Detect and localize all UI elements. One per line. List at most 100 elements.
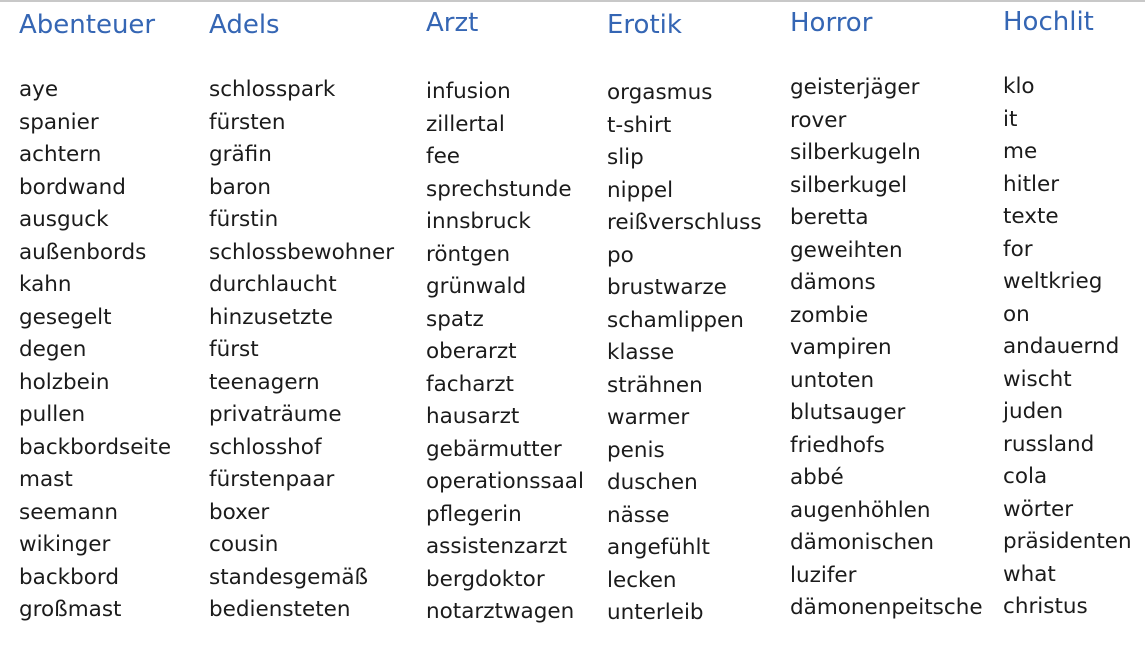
- word-item: innsbruck: [426, 209, 531, 234]
- word-item: it: [1003, 106, 1018, 132]
- word-item: friedhofs: [790, 432, 885, 458]
- word-item: bediensteten: [209, 597, 351, 622]
- word-item: backbord: [19, 564, 120, 590]
- column-heading: Arzt: [426, 8, 479, 38]
- word-item: vampiren: [790, 335, 892, 360]
- word-list: aye spanier achtern bordwand ausguck außenbor…: [19, 74, 171, 627]
- word-item: achtern: [19, 142, 102, 167]
- word-item: what: [1003, 561, 1056, 587]
- word-item: untoten: [790, 367, 875, 393]
- word-item: zombie: [790, 302, 869, 328]
- top-border: [0, 0, 1145, 2]
- word-item: holzbein: [19, 369, 110, 395]
- word-item: außenbords: [19, 239, 147, 265]
- word-item: gesegelt: [19, 304, 112, 330]
- word-item: kahn: [19, 272, 72, 297]
- word-item: schamlippen: [607, 307, 744, 333]
- word-item: nippel: [607, 177, 674, 203]
- column-heading: Adels: [209, 10, 280, 40]
- word-item: strähnen: [607, 372, 703, 398]
- word-item: fürstin: [209, 207, 279, 232]
- word-item: silberkugel: [790, 172, 908, 198]
- word-item: facharzt: [426, 371, 514, 397]
- word-item: spanier: [19, 109, 99, 135]
- word-item: pullen: [19, 402, 86, 427]
- word-item: on: [1003, 301, 1030, 327]
- word-item: privaträume: [209, 402, 342, 427]
- word-item: fee: [426, 144, 461, 169]
- word-item: fürsten: [209, 109, 286, 135]
- word-item: geweihten: [790, 237, 903, 263]
- word-item: hausarzt: [426, 404, 520, 429]
- word-item: abbé: [790, 465, 844, 490]
- word-item: blutsauger: [790, 400, 906, 425]
- word-item: angefühlt: [607, 535, 710, 560]
- word-item: cousin: [209, 532, 279, 557]
- word-item: wischt: [1003, 366, 1072, 392]
- word-item: seemann: [19, 499, 119, 525]
- word-item: durchlaucht: [209, 272, 337, 297]
- word-item: augenhöhlen: [790, 497, 931, 523]
- word-item: schlosspark: [209, 77, 336, 102]
- word-item: röntgen: [426, 241, 511, 267]
- word-list: geisterjäger rover silberkugeln silberkugel…: [790, 72, 983, 625]
- word-item: cola: [1003, 464, 1048, 489]
- word-item: backbordseite: [19, 434, 172, 460]
- word-item: dämonenpeitsche: [790, 595, 983, 620]
- word-item: assistenzarzt: [426, 534, 568, 559]
- word-item: spatz: [426, 306, 484, 332]
- word-item: andauernd: [1003, 334, 1120, 359]
- word-item: schlosshof: [209, 434, 322, 460]
- word-item: duschen: [607, 470, 698, 495]
- word-item: rover: [790, 107, 847, 133]
- word-item: nässe: [607, 502, 670, 528]
- word-item: ausguck: [19, 207, 109, 232]
- word-item: silberkugeln: [790, 140, 921, 165]
- word-item: baron: [209, 174, 271, 200]
- word-item: wikinger: [19, 532, 111, 557]
- column-heading: Abenteuer: [19, 10, 156, 40]
- column-heading: Erotik: [607, 10, 682, 40]
- word-item: me: [1003, 139, 1038, 164]
- word-item: beretta: [790, 205, 869, 230]
- word-item: lecken: [607, 567, 677, 593]
- word-item: russland: [1003, 431, 1095, 457]
- word-item: boxer: [209, 499, 270, 525]
- word-list: schlosspark fürsten gräfin baron fürstin schl…: [209, 74, 394, 627]
- word-item: mast: [19, 467, 73, 492]
- word-item: zillertal: [426, 111, 505, 137]
- word-item: bordwand: [19, 174, 126, 200]
- word-list: infusion zillertal fee sprechstunde innsbruc…: [426, 76, 584, 629]
- word-item: t-shirt: [607, 112, 672, 138]
- word-item: teenagern: [209, 369, 320, 395]
- word-item: degen: [19, 337, 87, 362]
- word-item: brustwarze: [607, 275, 727, 300]
- word-item: schlossbewohner: [209, 239, 395, 265]
- word-item: gräfin: [209, 142, 272, 167]
- word-item: juden: [1003, 399, 1064, 424]
- word-item: infusion: [426, 79, 511, 104]
- word-item: warmer: [607, 405, 690, 430]
- word-item: wörter: [1003, 496, 1074, 522]
- word-item: for: [1003, 236, 1033, 262]
- word-item: dämons: [790, 270, 876, 295]
- word-item: oberarzt: [426, 339, 517, 364]
- word-item: pflegerin: [426, 501, 522, 527]
- word-item: präsidenten: [1003, 529, 1132, 554]
- word-item: grünwald: [426, 274, 527, 299]
- word-item: christus: [1003, 594, 1088, 619]
- word-item: operationssaal: [426, 469, 584, 494]
- word-item: texte: [1003, 204, 1059, 229]
- word-item: reißverschluss: [607, 210, 762, 235]
- word-item: dämonischen: [790, 530, 935, 555]
- word-list: klo it me hitler texte for weltkrieg on andauern…: [1003, 71, 1132, 624]
- column-heading: Hochlit: [1003, 7, 1094, 37]
- word-item: notarztwagen: [426, 599, 575, 624]
- word-item: hitler: [1003, 171, 1060, 197]
- column-heading: Horror: [790, 8, 873, 38]
- word-item: klo: [1003, 74, 1035, 99]
- word-item: bergdoktor: [426, 566, 545, 592]
- word-item: standesgemäß: [209, 564, 369, 590]
- word-item: unterleib: [607, 600, 704, 625]
- word-item: penis: [607, 437, 665, 463]
